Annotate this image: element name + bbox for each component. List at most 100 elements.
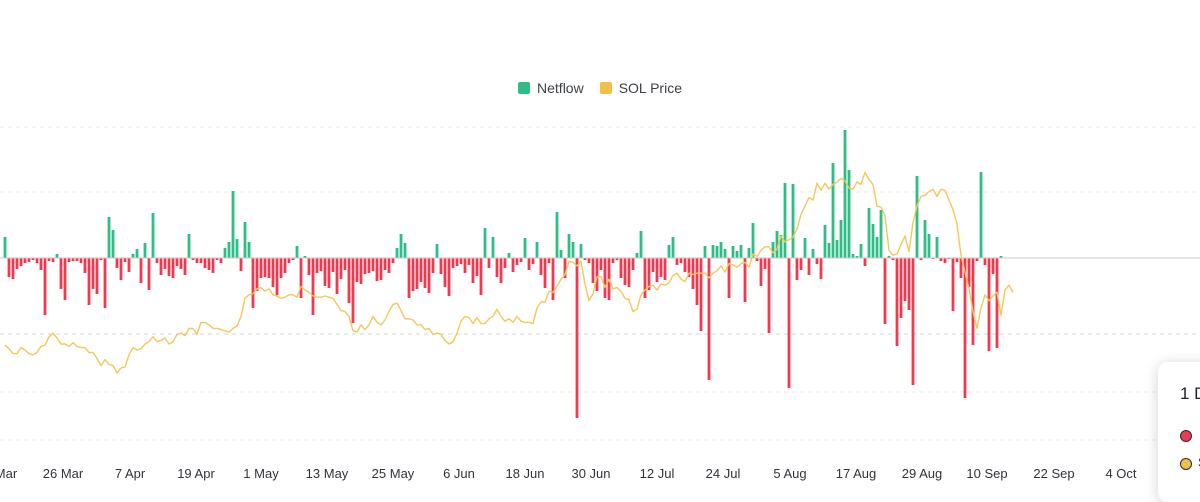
legend-swatch-netflow — [518, 82, 531, 94]
netflow-bar — [575, 258, 579, 418]
netflow-bar — [759, 258, 763, 286]
x-tick-label: 24 Jul — [705, 466, 741, 481]
netflow-bar — [63, 258, 67, 300]
netflow-bar — [587, 258, 591, 263]
netflow-bar — [907, 258, 911, 310]
netflow-bar — [747, 248, 751, 258]
netflow-bar — [735, 251, 739, 258]
netflow-bar — [847, 170, 851, 258]
x-tick-label: 10 Sep — [966, 466, 1008, 481]
x-tick-label: 5 Aug — [773, 466, 807, 481]
netflow-bar — [407, 258, 411, 298]
netflow-bar — [475, 258, 479, 276]
netflow-bar — [151, 213, 155, 258]
netflow-bar — [459, 258, 463, 264]
netflow-bar — [751, 223, 755, 258]
netflow-bar — [275, 258, 279, 295]
netflow-bar — [463, 258, 467, 273]
netflow-bar — [683, 258, 687, 272]
netflow-bar — [223, 248, 227, 258]
netflow-bar — [95, 258, 99, 294]
netflow-bar — [851, 254, 855, 258]
netflow-bar — [715, 246, 719, 258]
netflow-bar — [211, 258, 215, 273]
netflow-bar — [327, 258, 331, 288]
legend-item-sol-price[interactable]: SOL Price — [599, 80, 682, 96]
netflow-bar — [375, 258, 379, 281]
legend-label-sol-price: SOL Price — [618, 80, 682, 96]
netflow-bar — [287, 258, 291, 263]
netflow-bar — [163, 258, 167, 269]
netflow-bar — [635, 253, 639, 258]
netflow-bar — [139, 258, 143, 283]
netflow-bar — [87, 258, 91, 305]
netflow-bar — [611, 258, 615, 263]
netflow-bar — [131, 254, 135, 258]
netflow-bar — [171, 258, 175, 278]
netflow-bar — [263, 258, 267, 277]
netflow-bar — [219, 258, 223, 263]
x-tick-label: 17 Aug — [835, 466, 877, 481]
legend-item-netflow[interactable]: Netflow — [518, 80, 584, 96]
netflow-bar — [911, 258, 915, 385]
netflow-bar — [39, 258, 43, 270]
netflow-bar — [523, 238, 527, 258]
netflow-bar — [815, 258, 819, 264]
netflow-bar — [367, 258, 371, 273]
netflow-bar — [167, 258, 171, 276]
netflow-bar — [887, 256, 891, 258]
netflow-bar — [267, 258, 271, 278]
netflow-bar — [3, 237, 7, 258]
netflow-bar — [767, 258, 771, 333]
netflow-bars — [3, 130, 1003, 418]
netflow-bar — [927, 234, 931, 258]
netflow-bar — [583, 258, 587, 260]
netflow-bar — [111, 230, 115, 258]
netflow-bar — [451, 258, 455, 268]
netflow-bar — [15, 258, 19, 269]
netflow-bar — [467, 258, 471, 265]
netflow-bar — [727, 258, 731, 298]
netflow-bar — [899, 258, 903, 318]
netflow-bar — [179, 258, 183, 269]
netflow-bar — [971, 258, 975, 345]
netflow-bar — [395, 248, 399, 258]
netflow-bar — [687, 258, 691, 277]
netflow-bar — [279, 258, 283, 278]
netflow-bar — [663, 258, 667, 280]
netflow-bar — [891, 258, 895, 260]
netflow-bar — [427, 258, 431, 293]
netflow-bar — [867, 208, 871, 258]
netflow-bar — [143, 243, 147, 258]
netflow-bar — [731, 246, 735, 258]
netflow-bar — [855, 256, 859, 258]
netflow-bar — [667, 245, 671, 258]
netflow-bar — [739, 245, 743, 258]
netflow-bar — [779, 235, 783, 258]
x-tick-label: 25 May — [371, 466, 415, 481]
netflow-bar — [567, 234, 571, 258]
netflow-bar — [191, 258, 195, 260]
netflow-bar — [871, 224, 875, 258]
netflow-bar — [19, 258, 23, 266]
netflow-bar — [227, 242, 231, 258]
netflow-bar — [659, 258, 663, 277]
netflow-bar — [603, 258, 607, 298]
netflow-bar — [47, 258, 51, 261]
netflow-bar — [67, 258, 71, 262]
netflow-bar — [655, 258, 659, 282]
netflow-bar — [547, 258, 551, 263]
netflow-bar — [787, 258, 791, 388]
netflow-bar — [507, 253, 511, 258]
netflow-bar — [915, 176, 919, 258]
x-tick-label: 29 Aug — [901, 466, 943, 481]
netflow-bar — [55, 254, 59, 258]
netflow-bar — [35, 258, 39, 263]
netflow-bar — [299, 258, 303, 298]
netflow-bar — [51, 258, 55, 262]
netflow-bar — [615, 258, 619, 260]
netflow-bar — [351, 258, 355, 323]
netflow-bar — [999, 256, 1003, 258]
netflow-bar — [619, 258, 623, 278]
netflow-bar — [519, 258, 523, 262]
